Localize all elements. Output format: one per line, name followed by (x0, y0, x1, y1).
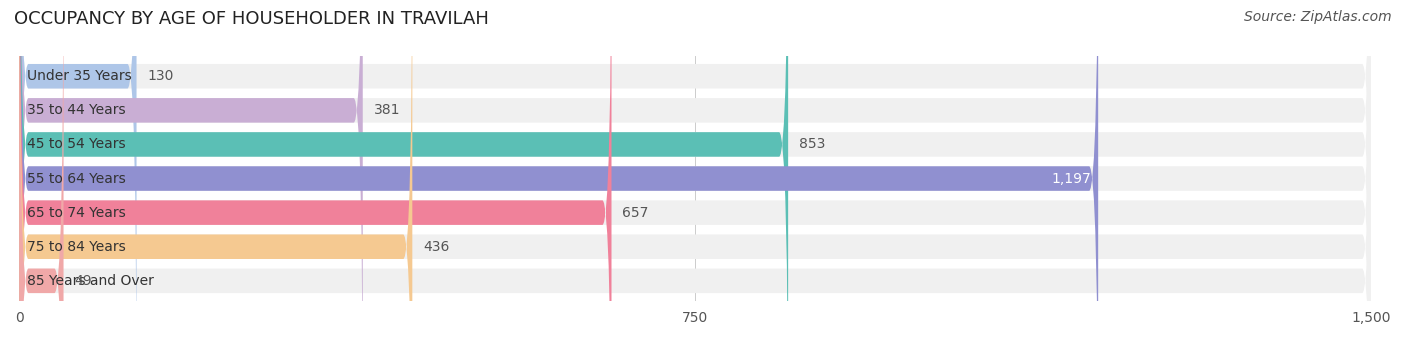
FancyBboxPatch shape (20, 0, 1371, 340)
FancyBboxPatch shape (20, 0, 1371, 340)
Text: 657: 657 (623, 206, 648, 220)
FancyBboxPatch shape (20, 0, 612, 340)
Text: 85 Years and Over: 85 Years and Over (27, 274, 153, 288)
Text: 35 to 44 Years: 35 to 44 Years (27, 103, 125, 117)
Text: Source: ZipAtlas.com: Source: ZipAtlas.com (1244, 10, 1392, 24)
FancyBboxPatch shape (20, 0, 1098, 340)
FancyBboxPatch shape (20, 0, 363, 340)
FancyBboxPatch shape (20, 0, 789, 340)
FancyBboxPatch shape (20, 0, 412, 340)
Text: 49: 49 (75, 274, 91, 288)
Text: 436: 436 (423, 240, 450, 254)
Text: OCCUPANCY BY AGE OF HOUSEHOLDER IN TRAVILAH: OCCUPANCY BY AGE OF HOUSEHOLDER IN TRAVI… (14, 10, 489, 28)
FancyBboxPatch shape (20, 0, 1371, 340)
FancyBboxPatch shape (20, 0, 1371, 340)
Text: 45 to 54 Years: 45 to 54 Years (27, 137, 125, 151)
FancyBboxPatch shape (20, 0, 136, 340)
FancyBboxPatch shape (20, 0, 63, 340)
FancyBboxPatch shape (20, 0, 1371, 340)
Text: 55 to 64 Years: 55 to 64 Years (27, 172, 125, 186)
Text: 1,197: 1,197 (1052, 172, 1091, 186)
Text: 130: 130 (148, 69, 174, 83)
Text: 853: 853 (799, 137, 825, 151)
FancyBboxPatch shape (20, 0, 1371, 340)
Text: 381: 381 (374, 103, 401, 117)
FancyBboxPatch shape (20, 0, 1371, 340)
Text: 65 to 74 Years: 65 to 74 Years (27, 206, 125, 220)
Text: 75 to 84 Years: 75 to 84 Years (27, 240, 125, 254)
Text: Under 35 Years: Under 35 Years (27, 69, 131, 83)
